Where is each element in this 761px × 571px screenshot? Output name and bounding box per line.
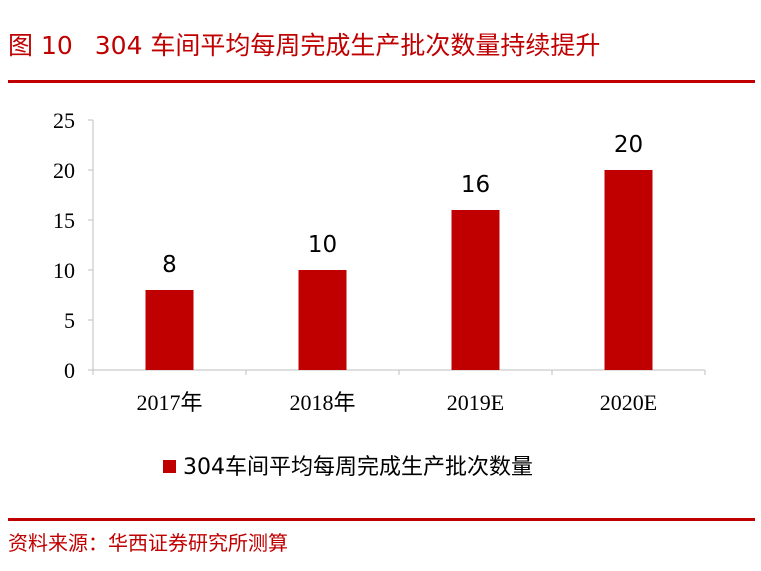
data-labels: 8 10 16 20: [162, 132, 643, 278]
y-axis: 0 5 10 15 20 25: [53, 108, 94, 383]
y-tick-label: 25: [53, 108, 75, 133]
y-tick-label: 0: [64, 358, 75, 383]
data-label: 8: [162, 252, 177, 278]
x-axis: [92, 369, 706, 375]
source-text: 华西证券研究所测算: [108, 531, 288, 555]
bar: [451, 210, 500, 370]
x-tick-label: 2019E: [447, 390, 504, 415]
source-label: 资料来源：: [8, 531, 108, 555]
y-tick-label: 5: [64, 308, 75, 333]
bar: [298, 270, 347, 370]
bar-series: [145, 170, 653, 370]
y-tick-label: 15: [53, 208, 75, 233]
x-tick-label: 2020E: [600, 390, 657, 415]
legend: 304车间平均每周完成生产批次数量: [163, 455, 533, 480]
figure-title-text: 304 车间平均每周完成生产批次数量持续提升: [94, 31, 601, 60]
figure-title: 图 10 304 车间平均每周完成生产批次数量持续提升: [8, 26, 600, 62]
legend-swatch: [163, 460, 176, 473]
title-divider: [8, 80, 755, 83]
figure-number: 图 10: [8, 31, 73, 60]
y-tick-label: 10: [53, 258, 75, 283]
x-tick-label: 2018年: [289, 390, 355, 415]
x-tick-labels: 2017年 2018年 2019E 2020E: [136, 390, 657, 415]
legend-label: 304车间平均每周完成生产批次数量: [183, 455, 533, 480]
data-label: 20: [614, 132, 643, 158]
data-label: 16: [461, 172, 490, 198]
source-note: 资料来源：华西证券研究所测算: [8, 527, 288, 556]
y-tick-label: 20: [53, 158, 75, 183]
source-divider: [8, 518, 755, 521]
x-tick-label: 2017年: [136, 390, 202, 415]
bar: [145, 290, 194, 370]
bar: [604, 170, 653, 370]
data-label: 10: [308, 232, 337, 258]
